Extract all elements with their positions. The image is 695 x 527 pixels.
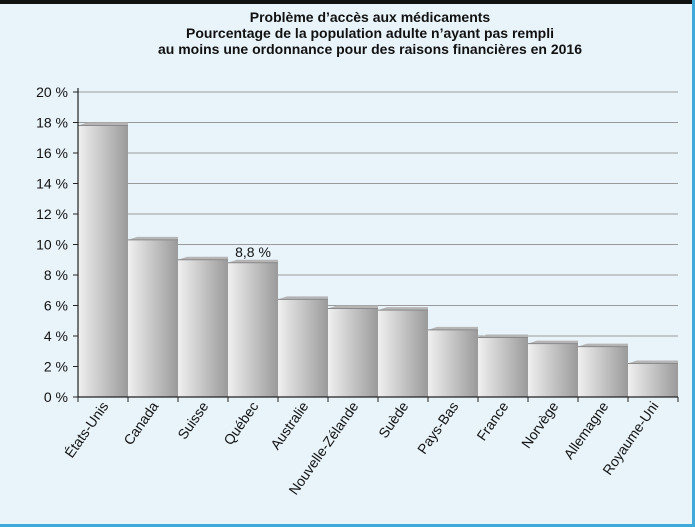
data-label: 8,8 %	[235, 244, 271, 260]
y-tick-label: 12 %	[36, 206, 68, 222]
x-tick-label: Suède	[375, 398, 411, 441]
bar	[278, 299, 328, 397]
right-rule	[692, 0, 695, 527]
bar	[578, 346, 628, 397]
y-tick-label: 14 %	[36, 176, 68, 192]
chart-title-line-1: Problème d’accès aux médicaments	[249, 9, 491, 25]
y-tick-label: 10 %	[36, 237, 68, 253]
x-tick-label: Australie	[267, 398, 311, 452]
y-tick-label: 2 %	[44, 359, 68, 375]
bar	[228, 262, 278, 397]
y-tick-label: 0 %	[44, 389, 68, 405]
axis-layer	[73, 88, 679, 402]
y-tick-label: 16 %	[36, 145, 68, 161]
bar	[528, 343, 578, 397]
y-tick-label: 18 %	[36, 115, 68, 131]
bar	[128, 239, 178, 397]
bar	[478, 337, 528, 397]
bar	[428, 329, 478, 397]
bar	[378, 310, 428, 397]
x-tick-label: Canada	[120, 398, 161, 448]
x-tick-label: France	[473, 398, 511, 443]
x-tick-label: Suisse	[174, 398, 211, 442]
x-tick-label: Allemagne	[560, 398, 611, 462]
bar	[628, 363, 678, 397]
x-tick-label: Norvège	[518, 398, 562, 451]
y-tick-label: 20 %	[36, 84, 68, 100]
bottom-rule	[0, 524, 695, 527]
chart-title: Problème d’accès aux médicaments Pourcen…	[70, 9, 670, 57]
y-tick-label: 6 %	[44, 298, 68, 314]
chart-title-line-3: au moins une ordonnance pour des raisons…	[157, 41, 582, 57]
top-rule	[0, 0, 695, 4]
bar-layer	[78, 122, 678, 398]
x-tick-label: États-Unis	[61, 399, 111, 461]
y-tick-label: 8 %	[44, 267, 68, 283]
bar	[328, 308, 378, 397]
y-tick-label: 4 %	[44, 328, 68, 344]
chart-title-line-2: Pourcentage de la population adulte n’ay…	[186, 25, 554, 41]
bar	[178, 259, 228, 397]
x-tick-label: Québec	[220, 399, 261, 448]
bar	[78, 125, 128, 398]
x-tick-label: Pays-Bas	[414, 399, 461, 457]
